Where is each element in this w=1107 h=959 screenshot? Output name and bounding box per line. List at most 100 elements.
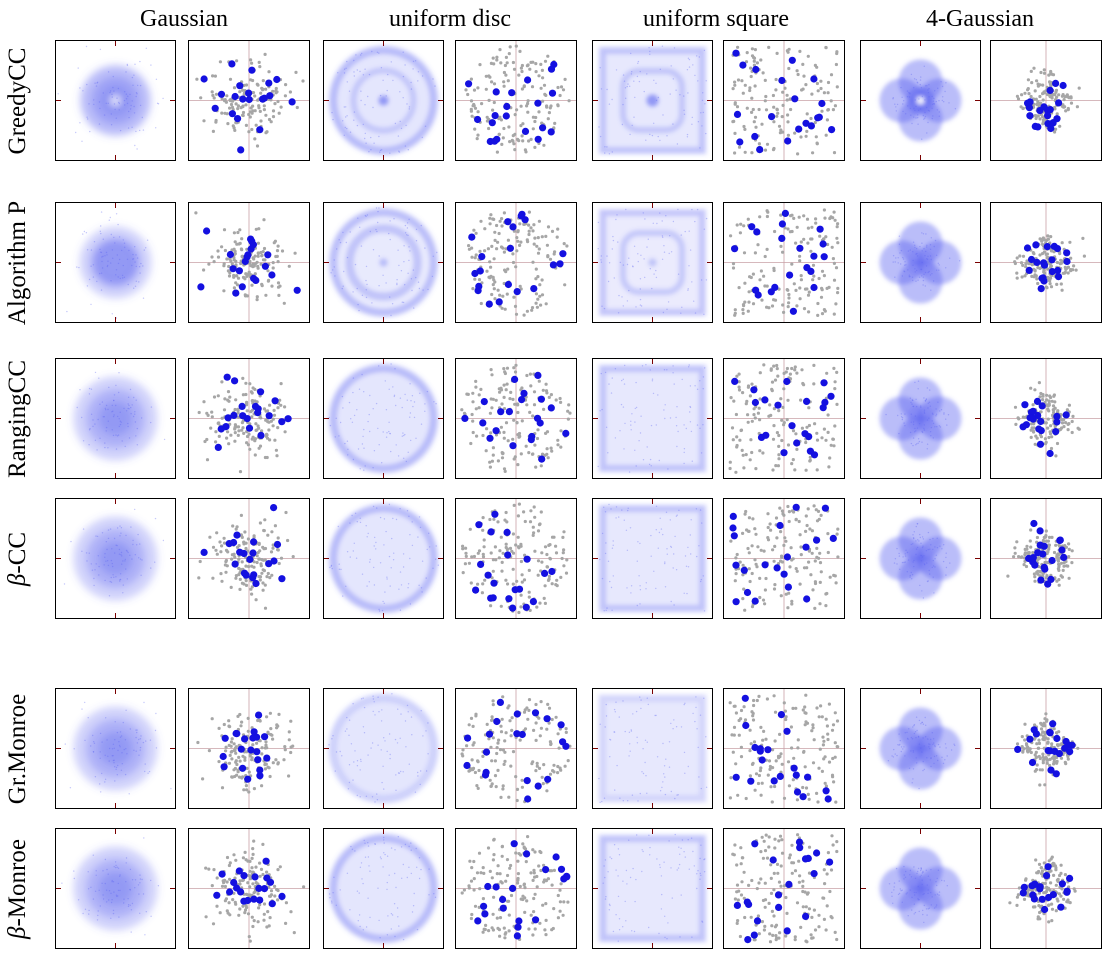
voter-point <box>276 426 279 429</box>
density-speck <box>386 95 387 96</box>
voter-point <box>1054 544 1057 547</box>
voter-point <box>767 46 770 49</box>
density-speck <box>99 404 100 405</box>
voter-point <box>505 388 508 391</box>
voter-point <box>489 275 492 278</box>
density-speck <box>134 411 135 412</box>
voter-point <box>254 422 257 425</box>
density-speck <box>898 553 899 554</box>
density-speck <box>643 459 644 460</box>
voter-point <box>242 276 245 279</box>
density-speck <box>384 518 385 519</box>
voter-point <box>799 533 802 536</box>
density-speck <box>939 264 940 265</box>
density-speck <box>666 309 667 310</box>
voter-point <box>776 431 779 434</box>
density-speck <box>402 407 403 408</box>
voter-point <box>1035 277 1038 280</box>
voter-point <box>258 542 261 545</box>
density-speck <box>105 717 106 718</box>
density-speck <box>136 544 137 545</box>
density-speck <box>100 233 101 234</box>
voter-point <box>212 130 215 133</box>
voter-point <box>787 296 790 299</box>
winner-point <box>255 712 262 719</box>
winner-point <box>538 396 545 403</box>
voter-point <box>1063 561 1066 564</box>
density-speck <box>914 110 915 111</box>
voter-point <box>244 565 247 568</box>
density-speck <box>635 382 636 383</box>
density-speck <box>79 87 80 88</box>
winner-point <box>810 75 817 82</box>
voter-point <box>515 45 518 48</box>
voter-point <box>216 553 219 556</box>
density-speck <box>411 88 412 89</box>
voter-point <box>1068 96 1071 99</box>
voter-point <box>826 287 829 290</box>
density-speck <box>946 567 947 568</box>
voter-point <box>551 582 554 585</box>
voter-point <box>259 92 262 95</box>
voter-point <box>220 380 223 383</box>
density-speck <box>619 798 620 799</box>
density-speck <box>925 272 926 273</box>
voter-point <box>506 706 509 709</box>
density-speck <box>912 265 913 266</box>
voter-point <box>786 399 789 402</box>
density-speck <box>649 134 650 135</box>
density-speck <box>936 414 937 415</box>
density-speck <box>424 411 425 412</box>
density-speck <box>334 266 335 267</box>
density-speck <box>921 442 922 443</box>
voter-point <box>767 538 770 541</box>
density-speck <box>396 283 397 284</box>
density-speck <box>926 245 927 246</box>
winner-point <box>813 537 820 544</box>
density-speck <box>362 295 363 296</box>
density-speck <box>130 389 131 390</box>
density-speck <box>123 239 124 240</box>
voter-point <box>740 429 743 432</box>
voter-point <box>795 372 798 375</box>
density-speck <box>930 274 931 275</box>
density-speck <box>93 264 94 265</box>
density-speck <box>104 416 105 417</box>
voter-point <box>240 776 243 779</box>
density-speck <box>136 729 137 730</box>
voter-point <box>498 48 501 51</box>
density-speck <box>908 92 909 93</box>
voter-point <box>527 451 530 454</box>
voter-point <box>781 251 784 254</box>
density-speck <box>924 99 925 100</box>
density-speck <box>917 539 918 540</box>
voter-point <box>1049 432 1052 435</box>
density-speck <box>105 409 106 410</box>
density-speck <box>342 396 343 397</box>
density-speck <box>936 555 937 556</box>
winner-point <box>524 777 531 784</box>
density-speck <box>395 790 396 791</box>
density-speck <box>132 77 133 78</box>
density-speck <box>605 553 606 554</box>
density-panel-gr-monroe-square <box>592 688 713 809</box>
density-speck <box>134 414 135 415</box>
winner-point <box>830 535 837 542</box>
density-speck <box>634 421 635 422</box>
density-speck <box>902 257 903 258</box>
voter-point <box>1062 272 1065 275</box>
voter-point <box>467 393 470 396</box>
density-speck <box>82 90 83 91</box>
density-speck <box>912 574 913 575</box>
density-speck <box>428 533 429 534</box>
voter-point <box>555 551 558 554</box>
density-speck <box>111 411 112 412</box>
density-speck <box>694 75 695 76</box>
density-speck <box>124 104 125 105</box>
density-speck <box>342 288 343 289</box>
density-speck <box>112 563 113 564</box>
voter-point <box>743 251 746 254</box>
density-speck <box>901 97 902 98</box>
density-speck <box>145 247 146 248</box>
density-speck <box>425 730 426 731</box>
